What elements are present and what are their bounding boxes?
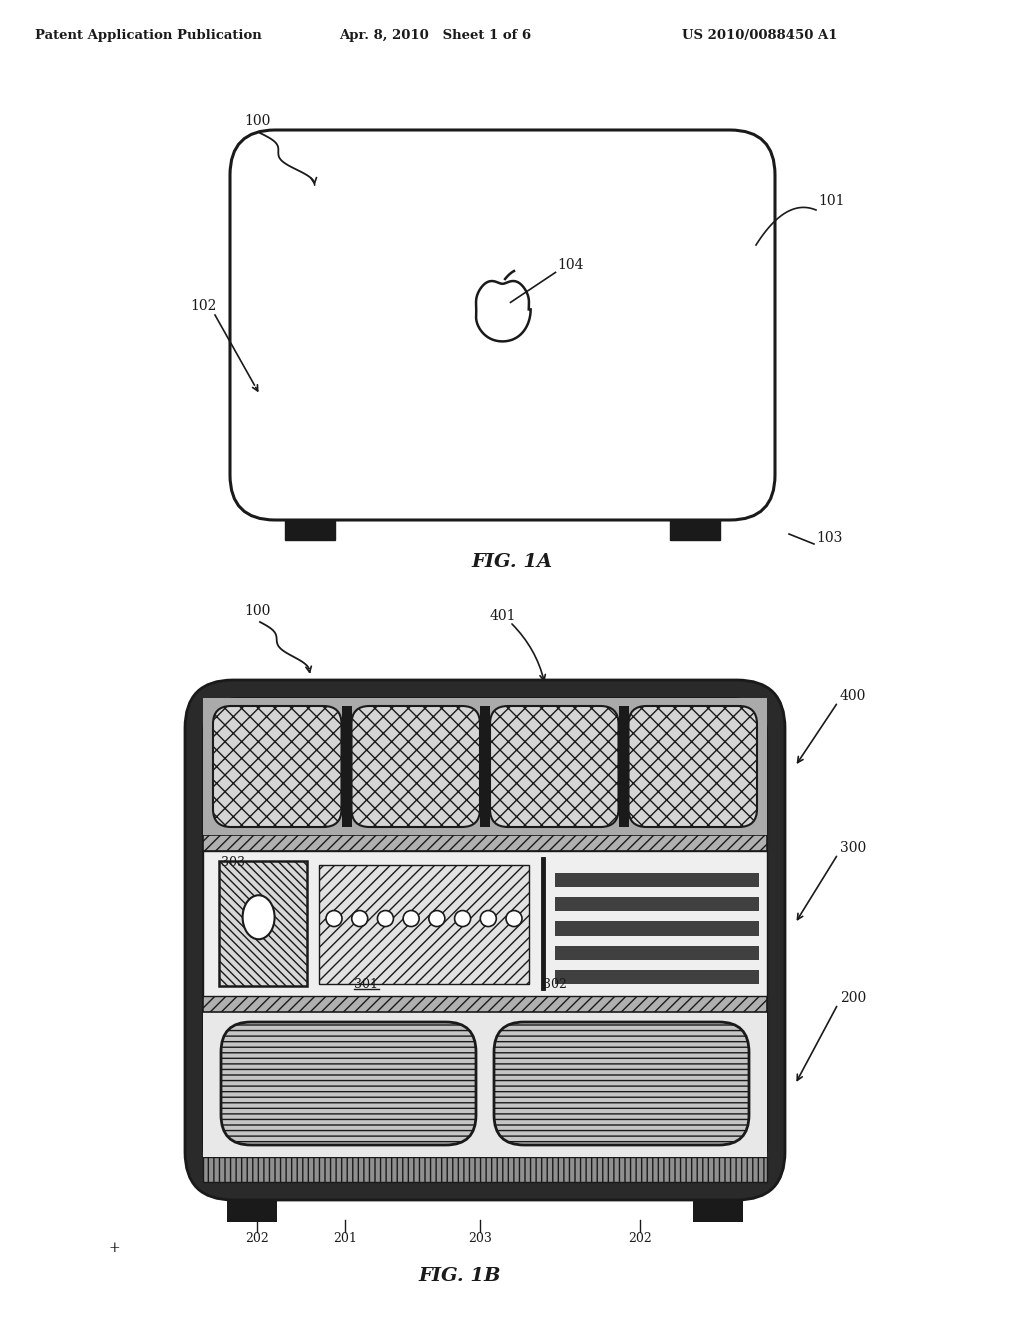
Circle shape	[351, 911, 368, 927]
Text: 401: 401	[490, 609, 516, 623]
Circle shape	[429, 911, 444, 927]
Bar	[285, 520, 335, 540]
Text: 100: 100	[244, 114, 270, 128]
Bar	[555, 898, 759, 911]
Bar	[203, 997, 767, 1012]
Circle shape	[378, 911, 393, 927]
FancyBboxPatch shape	[230, 129, 775, 520]
FancyBboxPatch shape	[221, 1022, 476, 1144]
Bar	[203, 698, 767, 836]
Bar	[319, 865, 529, 983]
Bar	[203, 851, 767, 997]
Circle shape	[455, 911, 471, 927]
Text: 101: 101	[818, 194, 845, 209]
Text: 202: 202	[628, 1232, 652, 1245]
Bar	[227, 1200, 278, 1222]
Text: 102: 102	[190, 300, 216, 313]
Bar	[341, 706, 351, 828]
Bar	[219, 861, 307, 986]
Text: 300: 300	[840, 841, 866, 855]
Text: FIG. 1B: FIG. 1B	[419, 1267, 502, 1284]
Bar	[203, 836, 767, 851]
Bar	[555, 873, 759, 887]
Circle shape	[480, 911, 497, 927]
Text: 103: 103	[816, 531, 843, 545]
FancyBboxPatch shape	[203, 698, 767, 1181]
FancyBboxPatch shape	[185, 680, 785, 1200]
Bar	[618, 706, 629, 828]
Text: 203: 203	[468, 1232, 492, 1245]
Text: 104: 104	[557, 259, 584, 272]
Text: 202: 202	[245, 1232, 269, 1245]
FancyBboxPatch shape	[494, 1022, 749, 1144]
Circle shape	[403, 911, 419, 927]
Bar	[693, 1200, 743, 1222]
Bar	[670, 520, 720, 540]
Text: FIG. 1A: FIG. 1A	[471, 553, 553, 572]
Text: 201: 201	[333, 1232, 357, 1245]
Circle shape	[506, 911, 522, 927]
Text: +: +	[108, 1241, 120, 1255]
Bar	[555, 945, 759, 960]
FancyBboxPatch shape	[351, 706, 480, 828]
Text: 303: 303	[221, 855, 245, 869]
FancyBboxPatch shape	[213, 706, 341, 828]
Bar	[555, 921, 759, 936]
Ellipse shape	[243, 895, 274, 940]
Text: Apr. 8, 2010   Sheet 1 of 6: Apr. 8, 2010 Sheet 1 of 6	[339, 29, 531, 41]
Bar	[480, 706, 490, 828]
Text: US 2010/0088450 A1: US 2010/0088450 A1	[682, 29, 838, 41]
Bar	[203, 1012, 767, 1158]
Circle shape	[326, 911, 342, 927]
Text: Patent Application Publication: Patent Application Publication	[35, 29, 261, 41]
Bar	[555, 970, 759, 983]
Text: 301: 301	[354, 978, 378, 991]
FancyBboxPatch shape	[629, 706, 757, 828]
Text: 200: 200	[840, 991, 866, 1005]
Text: 100: 100	[244, 605, 270, 618]
Bar	[203, 1158, 767, 1181]
FancyBboxPatch shape	[490, 706, 618, 828]
Text: 400: 400	[840, 689, 866, 704]
Text: 302: 302	[543, 978, 567, 991]
